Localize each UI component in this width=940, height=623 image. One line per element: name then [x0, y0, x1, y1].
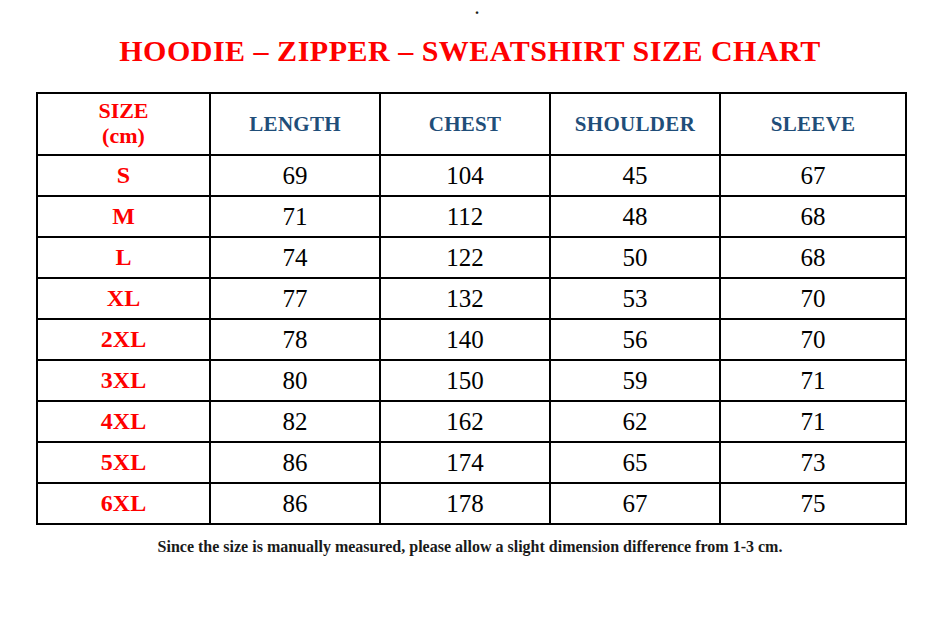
- chest-cell: 150: [380, 360, 550, 401]
- table-row-s: S 69 104 45 67: [37, 155, 906, 196]
- column-header-chest: CHEST: [380, 93, 550, 155]
- length-cell: 82: [210, 401, 380, 442]
- chest-cell: 104: [380, 155, 550, 196]
- size-cell: M: [37, 196, 210, 237]
- table-row-6xl: 6XL 86 178 67 75: [37, 483, 906, 524]
- size-cell: 3XL: [37, 360, 210, 401]
- shoulder-cell: 59: [550, 360, 720, 401]
- size-header-line2: (cm): [38, 124, 209, 149]
- chest-cell: 162: [380, 401, 550, 442]
- length-cell: 71: [210, 196, 380, 237]
- chest-cell: 174: [380, 442, 550, 483]
- table-row-3xl: 3XL 80 150 59 71: [37, 360, 906, 401]
- sleeve-cell: 71: [720, 360, 906, 401]
- sleeve-cell: 67: [720, 155, 906, 196]
- length-cell: 77: [210, 278, 380, 319]
- sleeve-cell: 71: [720, 401, 906, 442]
- size-cell: S: [37, 155, 210, 196]
- sleeve-cell: 73: [720, 442, 906, 483]
- column-header-shoulder: SHOULDER: [550, 93, 720, 155]
- shoulder-cell: 65: [550, 442, 720, 483]
- length-cell: 86: [210, 483, 380, 524]
- length-cell: 86: [210, 442, 380, 483]
- sleeve-cell: 75: [720, 483, 906, 524]
- table-row-l: L 74 122 50 68: [37, 237, 906, 278]
- table-row-2xl: 2XL 78 140 56 70: [37, 319, 906, 360]
- chest-cell: 178: [380, 483, 550, 524]
- table-row-4xl: 4XL 82 162 62 71: [37, 401, 906, 442]
- column-header-sleeve: SLEEVE: [720, 93, 906, 155]
- shoulder-cell: 56: [550, 319, 720, 360]
- size-chart-table: SIZE (cm) LENGTH CHEST SHOULDER SLEEVE S…: [36, 92, 907, 525]
- table-row-m: M 71 112 48 68: [37, 196, 906, 237]
- header-row: SIZE (cm) LENGTH CHEST SHOULDER SLEEVE: [37, 93, 906, 155]
- chest-cell: 132: [380, 278, 550, 319]
- sleeve-cell: 70: [720, 278, 906, 319]
- shoulder-cell: 67: [550, 483, 720, 524]
- table-row-5xl: 5XL 86 174 65 73: [37, 442, 906, 483]
- size-cell: L: [37, 237, 210, 278]
- page-title: HOODIE – ZIPPER – SWEATSHIRT SIZE CHART: [0, 34, 940, 68]
- shoulder-cell: 48: [550, 196, 720, 237]
- sleeve-cell: 68: [720, 196, 906, 237]
- chest-cell: 140: [380, 319, 550, 360]
- shoulder-cell: 50: [550, 237, 720, 278]
- size-header-line1: SIZE: [38, 99, 209, 124]
- length-cell: 69: [210, 155, 380, 196]
- size-cell: XL: [37, 278, 210, 319]
- stray-dot-mark: .: [475, 0, 479, 18]
- shoulder-cell: 45: [550, 155, 720, 196]
- sleeve-cell: 70: [720, 319, 906, 360]
- table-row-xl: XL 77 132 53 70: [37, 278, 906, 319]
- size-cell: 5XL: [37, 442, 210, 483]
- size-cell: 2XL: [37, 319, 210, 360]
- size-cell: 4XL: [37, 401, 210, 442]
- table-header: SIZE (cm) LENGTH CHEST SHOULDER SLEEVE: [37, 93, 906, 155]
- length-cell: 74: [210, 237, 380, 278]
- chest-cell: 112: [380, 196, 550, 237]
- shoulder-cell: 53: [550, 278, 720, 319]
- shoulder-cell: 62: [550, 401, 720, 442]
- length-cell: 80: [210, 360, 380, 401]
- measurement-disclaimer: Since the size is manually measured, ple…: [0, 538, 940, 556]
- length-cell: 78: [210, 319, 380, 360]
- column-header-size: SIZE (cm): [37, 93, 210, 155]
- size-cell: 6XL: [37, 483, 210, 524]
- column-header-length: LENGTH: [210, 93, 380, 155]
- chest-cell: 122: [380, 237, 550, 278]
- table-body: S 69 104 45 67 M 71 112 48 68 L 74 122 5…: [37, 155, 906, 524]
- sleeve-cell: 68: [720, 237, 906, 278]
